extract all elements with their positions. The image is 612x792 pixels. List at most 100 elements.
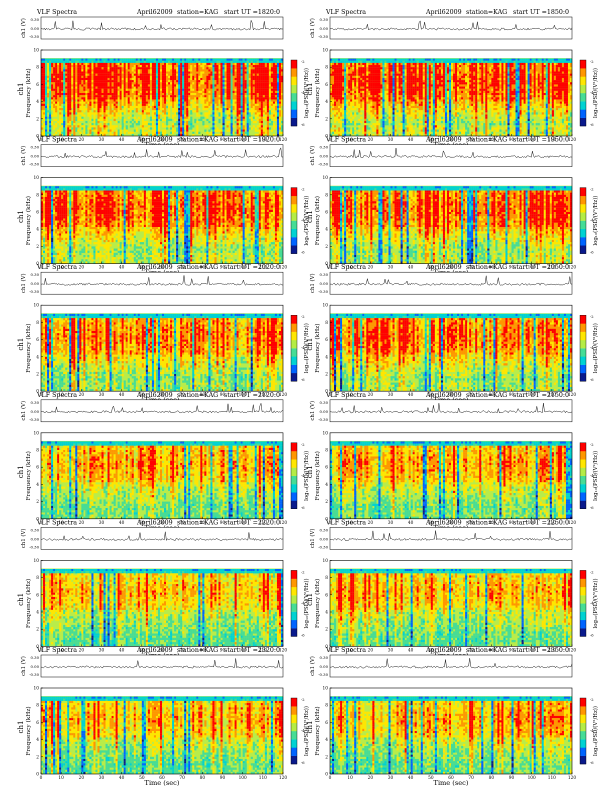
spectrogram-cell [73,67,75,69]
spectrogram-cell [263,59,265,61]
spectrogram-cell [152,65,154,67]
spectrogram-cell [89,59,91,61]
spectrogram-cell [43,72,45,74]
spectrogram-cell [156,63,158,65]
spectrogram-cell [146,59,148,61]
spectrogram-cell [77,65,79,67]
spectrogram-cell [132,69,134,71]
spectrogram-cell [178,67,180,69]
spectrogram-cell [43,61,45,63]
spectrogram-cell [220,61,222,63]
spectrogram-cell [223,65,225,67]
spectrogram-cell [188,67,190,69]
spectrogram-cell [110,69,112,71]
spectrogram-cell [210,65,212,67]
spectrogram-cell [79,69,81,71]
spectrogram-cell [247,67,249,69]
spectrogram-cell [257,65,259,67]
spectrogram-cell [87,61,89,63]
spectrogram-cell [114,59,116,61]
spectrogram-cell [89,63,91,65]
spectrogram-cell [251,63,253,65]
spectrogram-cell [89,67,91,69]
spectrogram-cell [97,61,99,63]
signal-axis-label: ch1 (V) [20,18,27,38]
spectrogram-cell [156,69,158,71]
spectrogram-cell [75,69,77,71]
spectrogram-cell [227,59,229,61]
spectrogram-cell [206,63,208,65]
spectrogram-cell [136,61,138,63]
spectrogram-cell [192,59,194,61]
spectrogram-cell [124,59,126,61]
spectrogram-cell [194,59,196,61]
spectrogram-cell [218,67,220,69]
spectrogram-cell [69,59,71,61]
spectrogram-cell [178,61,180,63]
spectrogram-cell [132,59,134,61]
spectrogram-cell [57,65,59,67]
spectrogram-cell [279,69,281,71]
spectrogram-cell [180,59,182,61]
spectrogram-cell [194,67,196,69]
spectrogram-cell [190,59,192,61]
spectrogram-cell [140,63,142,65]
spectrogram-cell [118,67,120,69]
spectrogram-cell [61,59,63,61]
spectrogram-cell [176,65,178,67]
spectrogram-cell [114,65,116,67]
spectrogram-cell [210,63,212,65]
spectrogram-cell [249,65,251,67]
spectrogram-cell [271,65,273,67]
spectrogram-cell [273,69,275,71]
spectrogram-cell [108,59,110,61]
spectrogram-cell [130,65,132,67]
spectrogram-cell [140,61,142,63]
spectrogram-cell [249,59,251,61]
spectrogram-cell [168,61,170,63]
spectrogram-cell [271,59,273,61]
spectrogram-cell [263,67,265,69]
spectrogram-cell [93,59,95,61]
spectrogram-cell [237,63,239,65]
spectrogram-cell [172,63,174,65]
spectrogram-cell [122,67,124,69]
spectrogram-cell [180,63,182,65]
spectrogram-cell [132,63,134,65]
spectrogram-cell [116,69,118,71]
spectrogram-cell [102,69,104,71]
spectrogram-cell [237,61,239,63]
spectrogram-cell [279,67,281,69]
spectrogram-cell [223,67,225,69]
spectrogram-cell [130,63,132,65]
spectrogram-cell [142,61,144,63]
spectrogram-cell [150,65,152,67]
spectrogram-cell [261,65,263,67]
spectrogram-cell [132,61,134,63]
spectrogram-cell [148,61,150,63]
spectrogram-cell [65,65,67,67]
spectrogram-cell [53,69,55,71]
spectrogram-cell [93,69,95,71]
spectrogram-cell [118,59,120,61]
spectrogram-cell [59,67,61,69]
spectrogram-cell [136,69,138,71]
spectrogram-cell [120,69,122,71]
spectrogram-cell [249,69,251,71]
spectrogram-cell [41,72,43,74]
spectrogram-cell [152,61,154,63]
spectrogram-cell [257,67,259,69]
spectrogram-cell [265,69,267,71]
spectrogram-cell [83,67,85,69]
spectrogram-cell [196,61,198,63]
spectrogram-cell [130,67,132,69]
spectrogram-cell [144,59,146,61]
spectrogram-cell [263,69,265,71]
spectrogram-cell [55,65,57,67]
spectrogram-cell [67,69,69,71]
spectrogram-cell [160,65,162,67]
spectrogram-cell [162,67,164,69]
spectrogram-cell [239,61,241,63]
spectrogram-cell [198,63,200,65]
spectrogram-cell [156,65,158,67]
